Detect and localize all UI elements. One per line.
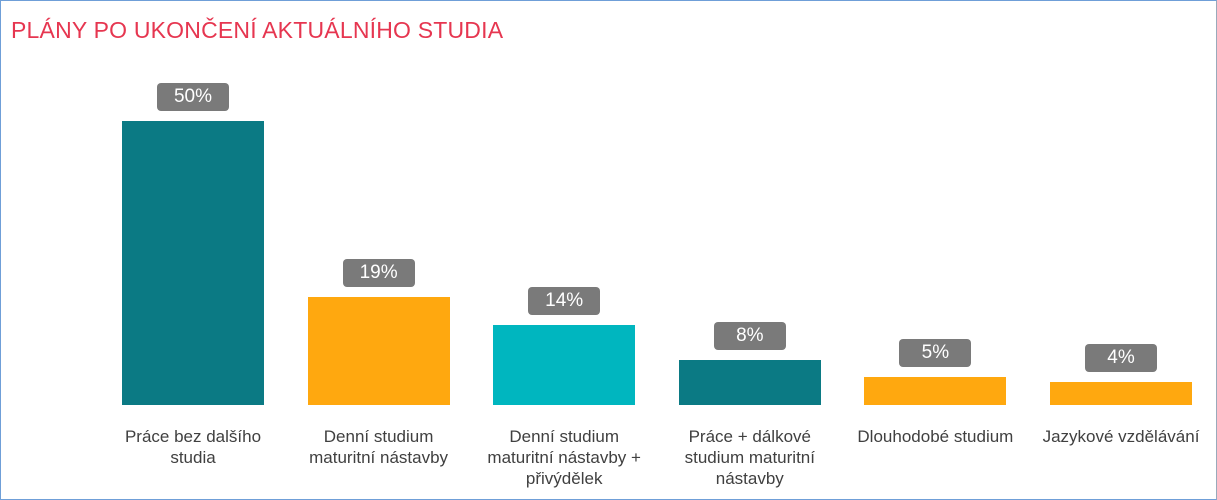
chart-title: PLÁNY PO UKONČENÍ AKTUÁLNÍHO STUDIA bbox=[11, 17, 504, 43]
x-tick-label: Práce + dálkové studium maturitní nástav… bbox=[684, 427, 815, 488]
bar bbox=[493, 325, 636, 405]
data-label: 5% bbox=[899, 338, 972, 367]
data-label: 4% bbox=[1085, 344, 1157, 373]
data-label: 19% bbox=[342, 259, 415, 288]
x-tick-label: Denní studium maturitní nástavby bbox=[309, 427, 449, 467]
bar bbox=[307, 297, 450, 405]
x-tick-label: Jazykové vzdělávání bbox=[1042, 427, 1200, 446]
bar bbox=[864, 376, 1007, 405]
bar bbox=[1050, 382, 1192, 405]
x-tick-label: Dlouhodobé studium bbox=[857, 427, 1014, 446]
x-tick-label: Práce bez dalšího studia bbox=[124, 427, 262, 467]
data-label: 14% bbox=[528, 287, 601, 316]
bar bbox=[122, 121, 264, 405]
data-label: 50% bbox=[157, 83, 229, 111]
x-tick-label: Denní studium maturitní nástavby + přivý… bbox=[487, 427, 641, 488]
bar bbox=[678, 359, 821, 405]
data-label: 8% bbox=[713, 321, 786, 350]
